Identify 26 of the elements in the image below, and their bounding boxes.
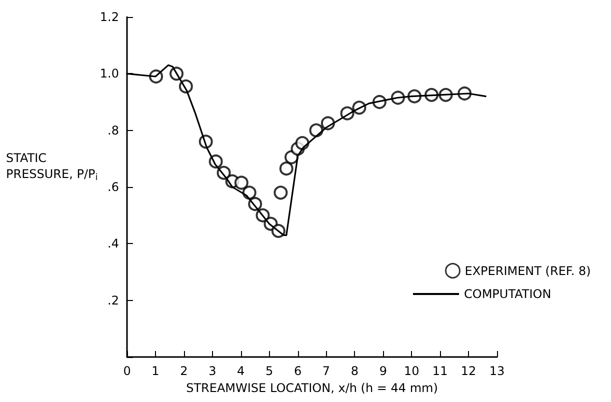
x-tick-label: 8 — [350, 364, 359, 378]
point — [234, 176, 248, 190]
x-tick-label: 13 — [489, 364, 505, 378]
y-tick-label: .6 — [108, 180, 119, 194]
y-tick-label: 1.0 — [100, 66, 119, 81]
x-tick-label: 6 — [294, 364, 302, 378]
x-tick-label: 0 — [123, 364, 131, 378]
point — [279, 162, 294, 176]
y-tick-label: .4 — [108, 236, 119, 251]
x-tick-label: 2 — [180, 364, 188, 378]
x-tick-label: 9 — [379, 364, 387, 378]
x-tick-label: 1 — [152, 364, 160, 378]
x-tick-label: 11 — [432, 364, 448, 378]
x-tick-label: 12 — [460, 364, 476, 378]
x-tick-label: 10 — [404, 364, 420, 378]
y-tick-label: .2 — [108, 293, 119, 308]
x-tick-label: 3 — [208, 364, 216, 378]
y-tick-label: .8 — [108, 123, 119, 138]
x-tick-label: 4 — [237, 364, 245, 378]
legend-label: COMPUTATION — [464, 287, 552, 301]
y-tick-label: 1.2 — [100, 10, 119, 24]
x-axis-title: STREAMWISE LOCATION, x/h (h = 44 mm) — [186, 380, 438, 395]
point — [274, 186, 288, 200]
x-tick-label: 5 — [265, 364, 274, 378]
x-tick-label: 7 — [322, 364, 330, 378]
legend-label: EXPERIMENT (REF. 8) — [464, 264, 591, 278]
